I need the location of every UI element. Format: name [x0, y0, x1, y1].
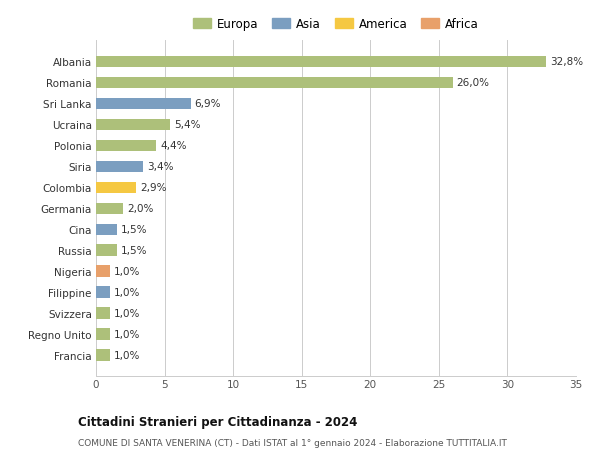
Text: 1,0%: 1,0% [114, 350, 140, 360]
Text: 6,9%: 6,9% [195, 99, 221, 109]
Text: 1,0%: 1,0% [114, 308, 140, 319]
Bar [96, 203, 124, 215]
Text: 2,0%: 2,0% [128, 204, 154, 214]
Text: Cittadini Stranieri per Cittadinanza - 2024: Cittadini Stranieri per Cittadinanza - 2… [78, 415, 358, 428]
Bar [96, 56, 546, 68]
Text: 1,0%: 1,0% [114, 330, 140, 340]
Text: COMUNE DI SANTA VENERINA (CT) - Dati ISTAT al 1° gennaio 2024 - Elaborazione TUT: COMUNE DI SANTA VENERINA (CT) - Dati IST… [78, 438, 507, 448]
Text: 32,8%: 32,8% [550, 57, 583, 67]
Bar [96, 350, 110, 361]
Legend: Europa, Asia, America, Africa: Europa, Asia, America, Africa [188, 14, 484, 36]
Text: 1,5%: 1,5% [121, 225, 147, 235]
Bar [96, 308, 110, 319]
Text: 1,5%: 1,5% [121, 246, 147, 256]
Bar [96, 182, 136, 194]
Bar [96, 161, 143, 173]
Text: 3,4%: 3,4% [147, 162, 173, 172]
Text: 4,4%: 4,4% [160, 141, 187, 151]
Bar [96, 119, 170, 131]
Bar [96, 78, 452, 89]
Text: 5,4%: 5,4% [174, 120, 200, 130]
Text: 2,9%: 2,9% [140, 183, 166, 193]
Bar [96, 245, 116, 257]
Bar [96, 287, 110, 298]
Text: 1,0%: 1,0% [114, 267, 140, 277]
Text: 1,0%: 1,0% [114, 288, 140, 297]
Bar [96, 266, 110, 277]
Bar [96, 140, 157, 152]
Bar [96, 98, 191, 110]
Text: 26,0%: 26,0% [457, 78, 490, 88]
Bar [96, 329, 110, 340]
Bar [96, 224, 116, 235]
